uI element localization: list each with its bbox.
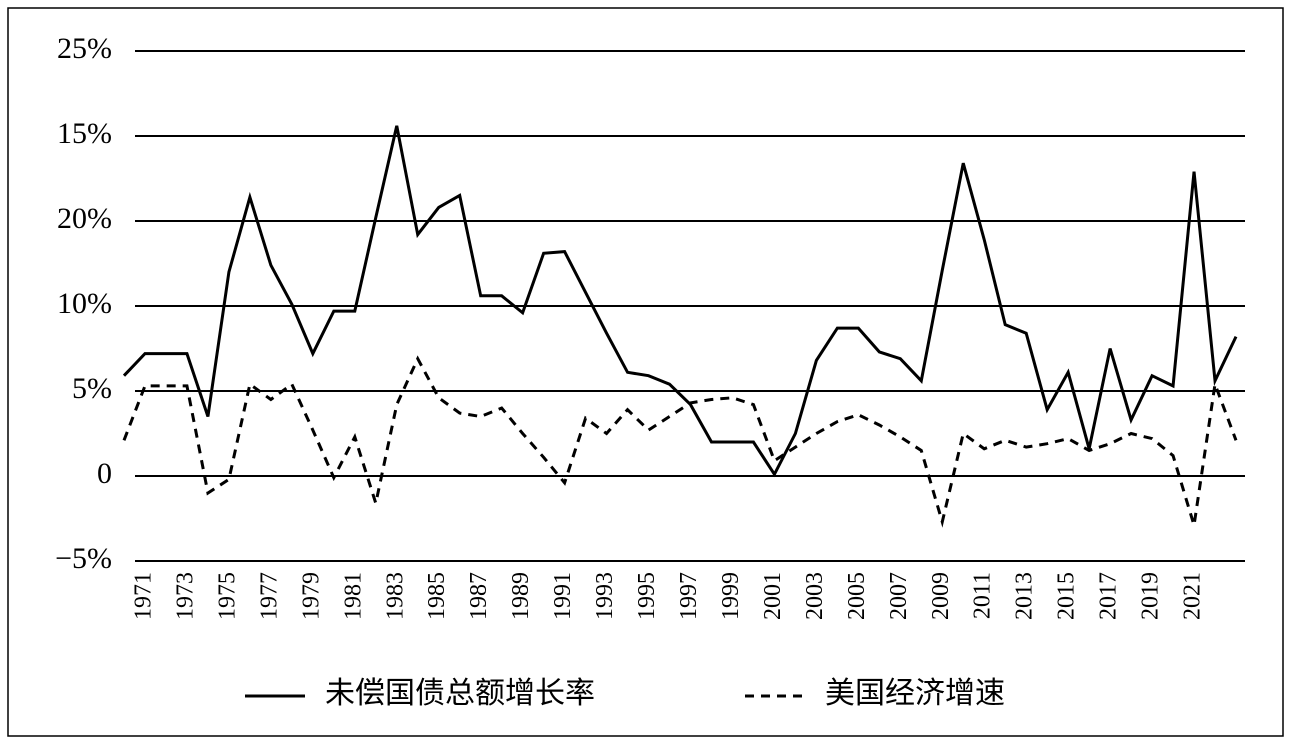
x-tick-label: 1971 [130, 572, 156, 620]
legend-label: 未偿国债总额增长率 [325, 677, 595, 710]
frame [7, 7, 1284, 737]
x-tick-label: 2007 [886, 572, 912, 620]
x-tick-label: 2013 [1012, 572, 1038, 620]
x-tick-label: 1997 [676, 572, 702, 620]
legend-label: 美国经济增速 [825, 677, 1005, 710]
x-tick-label: 1979 [298, 572, 324, 620]
x-tick-label: 2003 [802, 572, 828, 620]
x-tick-label: 1987 [466, 572, 492, 620]
y-tick-label: 15% [57, 117, 112, 150]
x-tick-label: 1973 [172, 572, 198, 620]
y-tick-label: 10% [57, 287, 112, 320]
x-tick-label: 2005 [844, 572, 870, 620]
x-tick-label: 1981 [340, 572, 366, 620]
x-tick-label: 1977 [256, 572, 282, 620]
y-tick-label: 0 [97, 457, 112, 490]
y-tick-label: 25% [57, 32, 112, 65]
x-tick-label: 1993 [592, 572, 618, 620]
y-tick-label: −5% [55, 542, 112, 575]
x-tick-label: 2011 [970, 572, 996, 619]
x-tick-label: 1975 [214, 572, 240, 620]
x-tick-label: 2017 [1096, 572, 1122, 620]
x-tick-label: 2015 [1054, 572, 1080, 620]
x-tick-label: 1985 [424, 572, 450, 620]
series-line [122, 125, 1238, 478]
x-tick-label: 2001 [760, 572, 786, 620]
x-tick-label: 2021 [1180, 572, 1206, 620]
x-tick-label: 1995 [634, 572, 660, 620]
x-tick-label: 2009 [928, 572, 954, 620]
series-line [122, 355, 1238, 528]
x-tick-label: 1983 [382, 572, 408, 620]
x-tick-label: 2019 [1138, 572, 1164, 620]
x-tick-label: 1991 [550, 572, 576, 620]
y-tick-label: 5% [72, 372, 112, 405]
y-tick-label: 20% [57, 202, 112, 235]
x-tick-label: 1989 [508, 572, 534, 620]
x-tick-label: 1999 [718, 572, 744, 620]
